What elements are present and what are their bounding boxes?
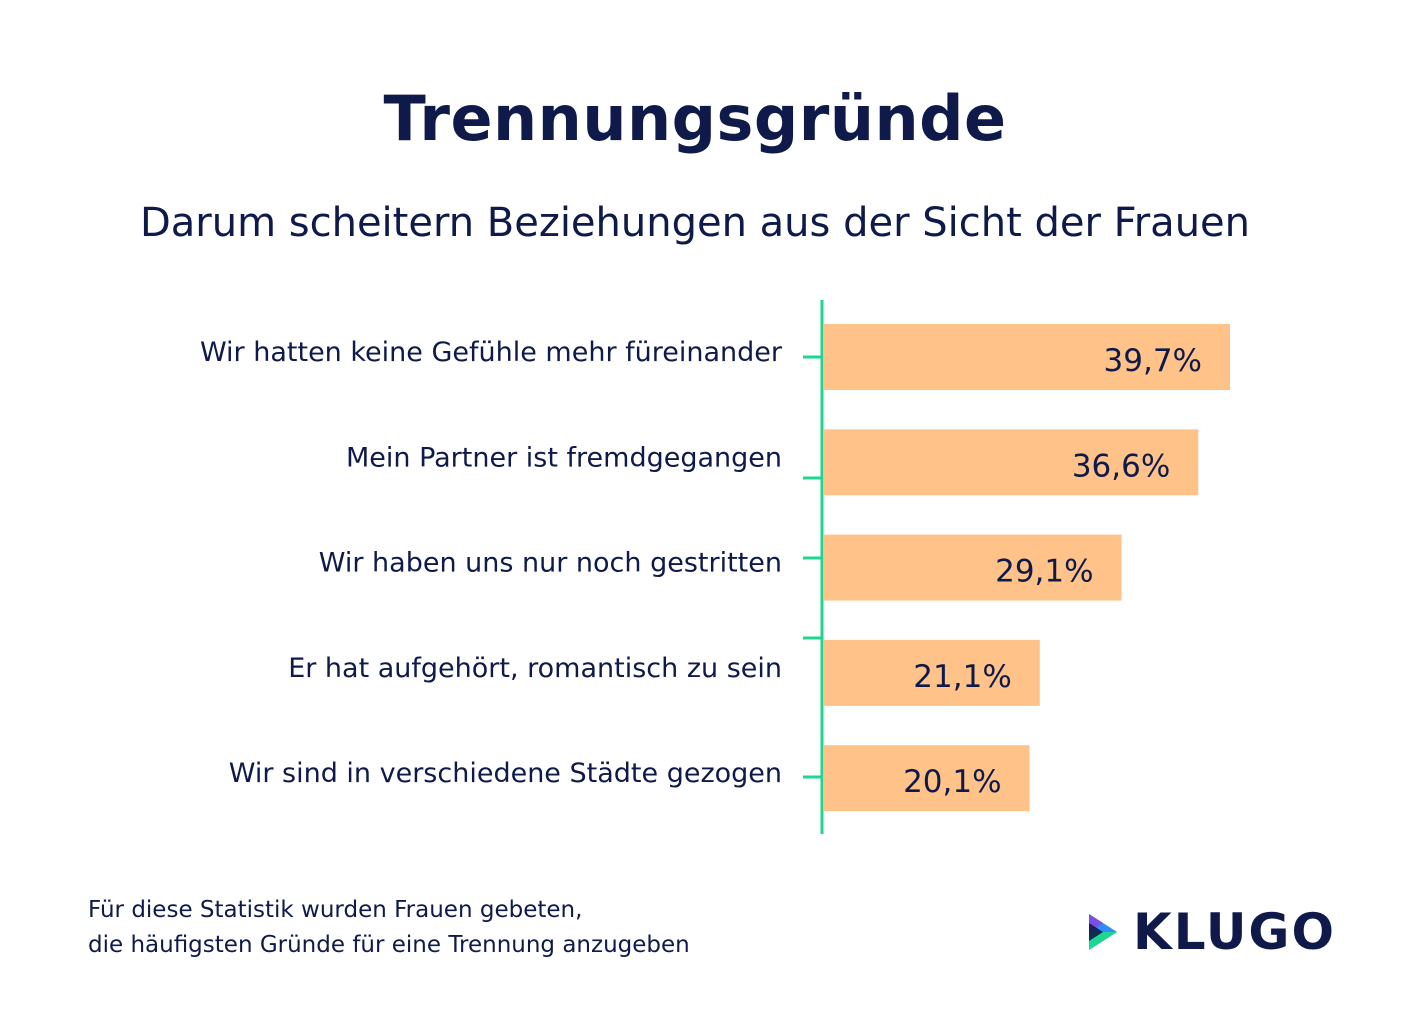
bar-2: [824, 429, 1199, 496]
category-label-4: Er hat aufgehört, romantisch zu sein: [288, 653, 782, 684]
value-label-3: 29,1%: [995, 554, 1093, 590]
chart-subtitle: Darum scheitern Beziehungen aus der Sich…: [139, 200, 1251, 246]
value-label-4: 21,1%: [913, 659, 1011, 695]
chart-title: Trennungsgründe: [383, 82, 1007, 155]
category-label-5: Wir sind in verschiedene Städte gezogen: [229, 758, 782, 789]
bar-3: [824, 534, 1122, 601]
category-label-3: Wir haben uns nur noch gestritten: [319, 548, 782, 579]
bar-1: [824, 324, 1230, 390]
category-label-1: Wir hatten keine Gefühle mehr füreinande…: [200, 337, 783, 368]
value-label-5: 20,1%: [903, 764, 1001, 800]
value-label-1: 39,7%: [1104, 343, 1202, 379]
bar-4: [824, 639, 1040, 706]
footnote-line-1: Für diese Statistik wurden Frauen gebete…: [88, 897, 583, 923]
bar-5: [824, 745, 1030, 812]
footnote: Für diese Statistik wurden Frauen gebete…: [88, 893, 690, 963]
category-label-2: Mein Partner ist fremdgegangen: [346, 442, 782, 473]
klugo-play-icon: [1089, 914, 1117, 950]
brand-logo: KLUGO: [1085, 903, 1336, 961]
value-label-2: 36,6%: [1072, 448, 1170, 484]
brand-name: KLUGO: [1133, 903, 1336, 961]
footnote-line-2: die häufigsten Gründe für eine Trennung …: [88, 932, 690, 958]
